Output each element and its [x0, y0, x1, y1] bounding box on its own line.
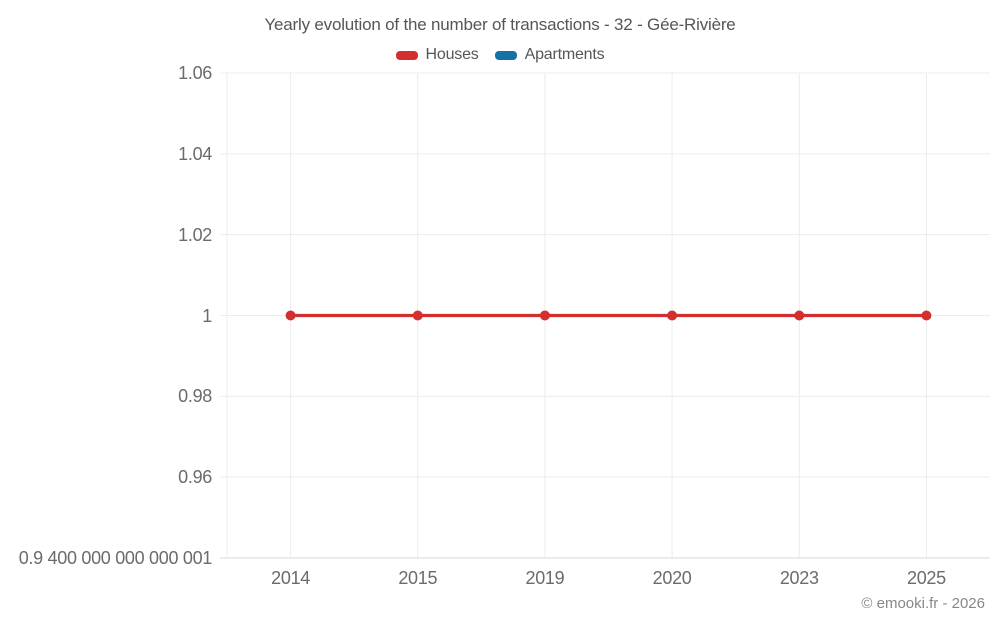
x-tick-label-2015: 2015 — [398, 568, 438, 588]
legend-item-apartments[interactable]: Apartments — [494, 46, 605, 64]
chart-legend: Houses Apartments — [0, 46, 1000, 64]
houses-series-swatch-icon — [395, 50, 418, 60]
y-tick-label: 0.96 — [178, 467, 212, 488]
x-tick-label-2023: 2023 — [779, 568, 819, 588]
y-tick-label: 1 — [202, 305, 212, 326]
y-tick-label: 0.9 400 000 000 000 001 — [18, 548, 213, 568]
legend-item-houses[interactable]: Houses — [395, 46, 479, 64]
houses-data-point-2025[interactable] — [921, 310, 932, 321]
y-tick-label: 1.02 — [178, 224, 212, 245]
watermark-credit: © emooki.fr - 2026 — [861, 595, 985, 612]
apartments-series-swatch-icon — [494, 50, 517, 60]
y-tick-label: 0.98 — [178, 386, 212, 407]
houses-data-point-2020[interactable] — [667, 310, 678, 321]
x-tick-label-2020: 2020 — [652, 568, 692, 588]
houses-data-point-2015[interactable] — [412, 310, 423, 321]
houses-data-point-2019[interactable] — [539, 310, 550, 321]
x-tick-label-2019: 2019 — [525, 568, 565, 588]
x-tick-label-2025: 2025 — [906, 568, 946, 588]
legend-label-houses: Houses — [425, 46, 479, 63]
houses-data-point-2023[interactable] — [794, 310, 805, 321]
y-tick-label: 1.06 — [178, 63, 212, 83]
legend-label-apartments: Apartments — [524, 46, 605, 63]
chart-title: Yearly evolution of the number of transa… — [264, 15, 736, 34]
x-tick-label-2014: 2014 — [271, 568, 310, 588]
houses-data-point-2014[interactable] — [285, 310, 296, 321]
y-tick-label: 1.04 — [178, 143, 212, 164]
